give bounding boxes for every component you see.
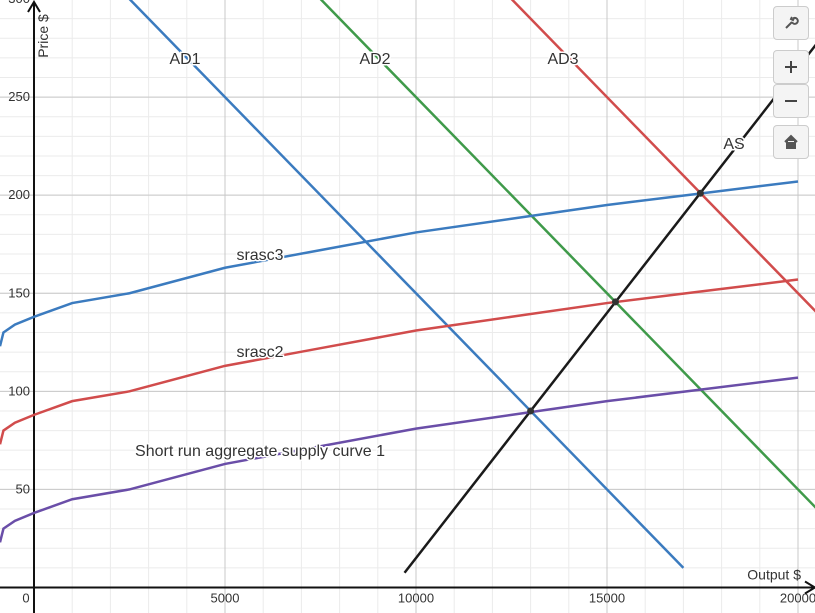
curve-label: AD3: [547, 51, 578, 68]
x-axis-label: Output $: [747, 566, 801, 582]
x-tick-label: 15000: [589, 590, 625, 605]
y-tick-label: 150: [8, 285, 30, 300]
y-tick-label: 200: [8, 187, 30, 202]
intersection-point: [527, 407, 535, 415]
y-tick-label: 250: [8, 89, 30, 104]
y-tick-label: 50: [16, 481, 30, 496]
curve: [128, 0, 685, 569]
curve-label: AD2: [359, 51, 390, 68]
intersection-point: [696, 189, 704, 197]
y-axis-arrow: [27, 0, 41, 13]
x-tick-label: 5000: [211, 590, 240, 605]
y-axis-label: Price $: [35, 14, 51, 58]
settings-button[interactable]: [773, 6, 809, 40]
curve: [0, 376, 799, 543]
plus-icon: [785, 61, 797, 73]
curve-label: AD1: [169, 51, 200, 68]
y-tick-label: 100: [8, 383, 30, 398]
curve: [403, 43, 815, 574]
curve: [0, 278, 799, 445]
x-tick-label: 0: [22, 590, 29, 605]
curve-label: srasc2: [236, 344, 283, 361]
curve: [510, 0, 815, 313]
x-axis-arrow: [804, 580, 815, 595]
wrench-icon: [785, 16, 799, 29]
curve-label: Short run aggregate supply curve 1: [135, 443, 385, 460]
curve: [319, 0, 815, 509]
zoom-out-button[interactable]: [773, 84, 809, 118]
curve: [0, 180, 799, 347]
home-button[interactable]: [773, 125, 809, 159]
x-tick-label: 10000: [398, 590, 434, 605]
y-tick-label: 300: [8, 0, 30, 6]
zoom-in-button[interactable]: [773, 50, 809, 84]
intersection-point: [611, 298, 619, 306]
home-icon: [784, 134, 798, 149]
curve-label: srasc3: [236, 247, 283, 264]
x-tick-label: 20000: [780, 590, 815, 605]
curve-label: AS: [723, 136, 744, 153]
minus-icon: [785, 100, 797, 102]
